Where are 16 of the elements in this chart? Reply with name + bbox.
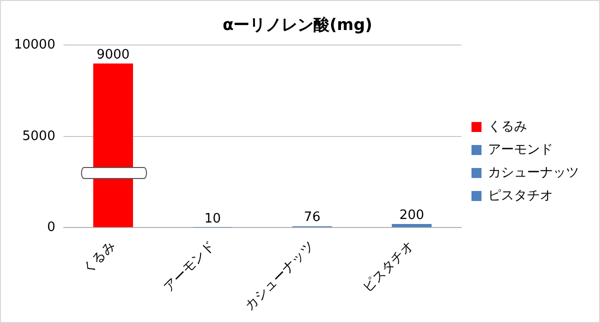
legend-label: カシューナッツ <box>488 165 579 180</box>
legend-label: くるみ <box>488 119 527 134</box>
data-label: 10 <box>204 211 221 226</box>
y-tick-label: 0 <box>47 220 56 235</box>
data-label: 76 <box>304 210 320 226</box>
x-tick-label: カシューナッツ <box>242 238 318 314</box>
y-tick-label: 10000 <box>14 38 56 53</box>
x-tick-label: ピスタチオ <box>360 238 417 296</box>
legend-label: アーモンド <box>488 142 553 158</box>
y-tick-label: 5000 <box>22 128 56 144</box>
x-tick-label: アーモンド <box>161 238 218 296</box>
data-label: 200 <box>399 208 424 223</box>
chart-title: αーリノレン酸(mg) <box>222 14 372 34</box>
legend-label: ピスタチオ <box>488 188 553 204</box>
x-tick-label: くるみ <box>80 238 118 277</box>
data-label: 9000 <box>96 47 130 62</box>
